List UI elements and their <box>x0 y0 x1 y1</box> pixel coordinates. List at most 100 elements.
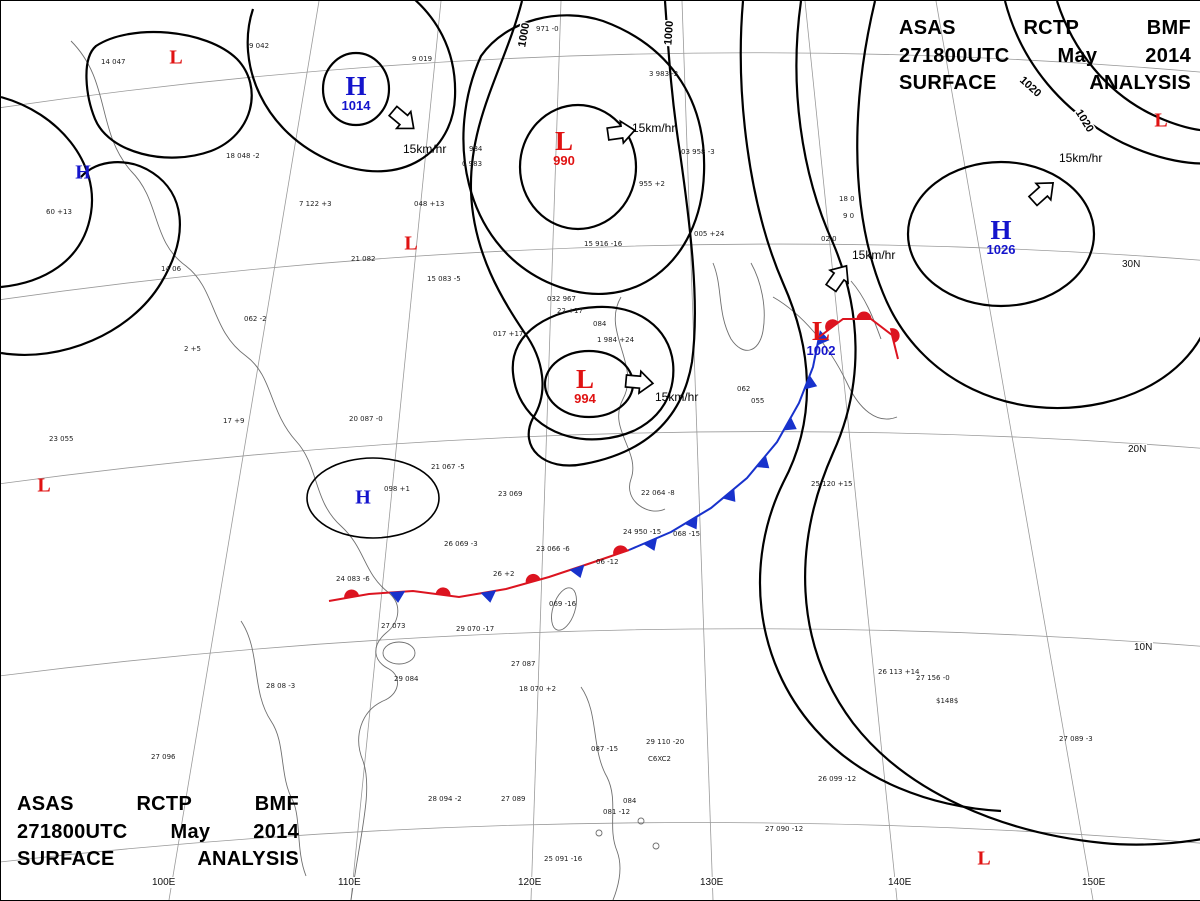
cold-front-symbol <box>480 590 497 603</box>
isobar-label: 1000 <box>662 19 677 47</box>
title-line: ASAS RCTP BMF <box>17 793 299 815</box>
station-plot: 9 019 <box>412 55 433 63</box>
station-plot: 055 <box>751 397 765 405</box>
title-block-bottom-left: ASAS RCTP BMF 271800UTC May 2014 SURFACE ANALYS… <box>17 791 299 874</box>
cold-front-symbol <box>721 488 736 502</box>
pressure-value: 990 <box>553 152 575 168</box>
station-plot: 60 +13 <box>46 208 72 216</box>
station-plot: 9 042 <box>249 42 270 50</box>
pressure-center: L 1002 <box>806 318 836 358</box>
station-plot: 2 +5 <box>184 345 201 353</box>
station-plot: 21 067 -5 <box>431 463 465 471</box>
title-line: 271800UTC May 2014 <box>17 820 299 843</box>
cold-front-symbol <box>782 416 797 431</box>
station-plot: $148$ <box>936 697 959 705</box>
low-pressure-symbol: L <box>169 46 183 69</box>
station-plot: 081 -12 <box>603 808 631 816</box>
station-plot: 9 0 <box>843 212 855 220</box>
station-plot: 15 083 -5 <box>427 275 461 283</box>
coast-taiwan <box>551 587 577 631</box>
high-pressure-symbol: H <box>345 71 367 102</box>
movement-arrow-icon <box>387 105 415 130</box>
station-plot: 28 094 -2 <box>428 795 462 803</box>
warm-front-symbol <box>435 587 451 597</box>
station-plot: 27 073 <box>381 622 406 630</box>
longitude-label: 150E <box>1081 877 1107 888</box>
pressure-center: L 990 <box>553 126 575 168</box>
wind-speed-label: 15km/hr <box>1059 151 1103 165</box>
station-plot: 048 +13 <box>414 200 445 208</box>
station-plot: 098 +1 <box>384 485 410 493</box>
station-plot: 017 +17 <box>493 330 524 338</box>
station-plot: 02 0 <box>821 235 837 243</box>
title-line: SURFACE ANALYSIS <box>17 848 299 871</box>
station-plot: 06 -12 <box>596 558 619 566</box>
cold-front-symbol <box>642 537 658 551</box>
pressure-center: L <box>37 476 50 496</box>
wind-speed-label: 15km/hr <box>632 121 676 135</box>
movement-arrow-icon <box>824 264 850 293</box>
cold-front-symbol <box>816 330 830 346</box>
cold-front-symbol <box>803 374 818 390</box>
station-plot: 084 <box>593 320 607 328</box>
station-plot: 26 069 -3 <box>444 540 478 548</box>
station-plot: 984 <box>469 145 483 153</box>
station-plot: 28 08 -3 <box>266 682 296 690</box>
cold-front-symbol <box>683 515 698 530</box>
station-plot: 27 096 <box>151 753 176 761</box>
low-pressure-symbol: L <box>1154 109 1168 132</box>
station-plot: 23 066 -6 <box>536 545 570 553</box>
warm-front-symbol <box>889 328 900 343</box>
fronts-layer <box>328 311 900 603</box>
pressure-value: 1002 <box>806 342 836 358</box>
station-plot: 0 983 <box>462 160 483 168</box>
station-plot: 29 110 -20 <box>646 738 685 746</box>
low-pressure-symbol: L <box>575 364 595 395</box>
station-plot: 3 983 -2 <box>649 70 679 78</box>
wind-speed-label: 15km/hr <box>655 390 699 404</box>
station-plot: 955 +2 <box>639 180 665 188</box>
station-plot: 15 916 -16 <box>584 240 623 248</box>
warm-front-symbol <box>344 589 360 599</box>
station-plot: 24 083 -6 <box>336 575 370 583</box>
warm-front-symbol <box>856 311 872 320</box>
station-plot: 27 089 <box>501 795 526 803</box>
pressure-center: H 1026 <box>987 217 1016 256</box>
station-plot: 005 +24 <box>694 230 725 238</box>
low-pressure-symbol: L <box>404 232 418 255</box>
movement-arrow-icon <box>1027 182 1055 207</box>
station-plot: 18 0 <box>839 195 855 203</box>
station-plot: 25 120 +15 <box>811 480 853 488</box>
high-pressure-symbol: H <box>355 486 371 509</box>
latitude-label: 10N <box>1133 642 1154 653</box>
isobars <box>1 1 1200 846</box>
coast-japan-north <box>850 280 882 340</box>
longitude-label: 130E <box>699 877 725 888</box>
station-plot: 20 087 -0 <box>349 415 383 423</box>
isobar-label: 1020 <box>1072 106 1097 136</box>
station-plot: 24 950 -15 <box>623 528 662 536</box>
pressure-center: H <box>75 161 91 184</box>
cold-front-symbol <box>755 454 770 469</box>
station-plot: 27 156 -0 <box>916 674 950 682</box>
station-plot: 18 070 +2 <box>519 685 557 693</box>
low-pressure-symbol: L <box>554 126 574 157</box>
pressure-center: L <box>1154 109 1168 132</box>
station-plot: 7 122 +3 <box>299 200 332 208</box>
pressure-center: H 1014 <box>342 71 371 112</box>
high-pressure-symbol: H <box>75 161 91 184</box>
longitude-label: 100E <box>151 877 177 888</box>
coastlines <box>70 40 898 900</box>
title-block-top-right: ASAS RCTP BMF 271800UTC May 2014 SURFACE ANALYS… <box>899 15 1191 98</box>
coast-philippines <box>580 686 621 900</box>
station-plot: 22 +17 <box>557 307 583 315</box>
coast-continent <box>70 40 399 900</box>
station-plot: 971 -0 <box>536 25 559 33</box>
warm-front-symbol <box>825 319 839 332</box>
latitude-label: 20N <box>1127 444 1148 455</box>
low-pressure-symbol: L <box>977 847 991 870</box>
warm-front-symbol <box>525 573 541 584</box>
